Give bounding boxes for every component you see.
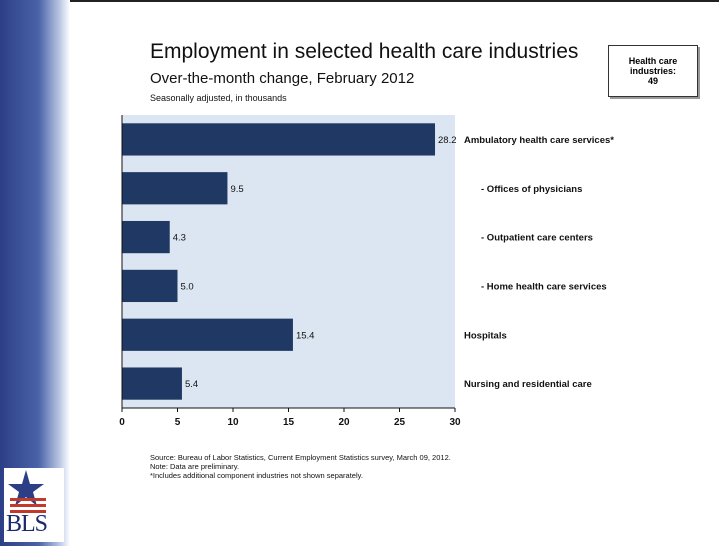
source-note: Source: Bureau of Labor Statistics, Curr…	[150, 453, 451, 462]
bar-5	[122, 367, 182, 400]
preliminary-note: Note: Data are preliminary.	[150, 462, 240, 471]
value-label-2: 4.3	[173, 233, 186, 244]
logo-text: BLS	[6, 511, 48, 537]
category-label-5: Nursing and residential care	[464, 379, 592, 390]
category-label-2: - Outpatient care centers	[481, 233, 593, 244]
bar-0	[122, 123, 436, 156]
x-tick-label-2: 10	[227, 417, 239, 428]
value-label-3: 5.0	[181, 281, 194, 292]
chart-subtitle: Over-the-month change, February 2012	[150, 70, 415, 87]
value-label-5: 5.4	[185, 379, 198, 390]
x-tick-label-5: 25	[394, 417, 406, 428]
badge-line-2: industries:	[629, 66, 676, 76]
x-tick-label-1: 5	[175, 417, 181, 428]
star-icon	[8, 470, 46, 513]
value-label-1: 9.5	[230, 184, 243, 195]
bar-1	[122, 172, 228, 205]
badge-line-1: Health care	[628, 56, 678, 66]
category-label-3: - Home health care services	[481, 281, 607, 292]
x-tick-label-3: 15	[283, 417, 295, 428]
category-label-1: - Offices of physicians	[481, 184, 582, 195]
chart-note: Seasonally adjusted, in thousands	[150, 93, 287, 103]
bls-logo: BLS	[4, 468, 64, 542]
footnote: *Includes additional component industrie…	[150, 471, 363, 480]
x-tick-label-6: 30	[449, 417, 461, 428]
category-label-4: Hospitals	[464, 330, 507, 341]
chart-title: Employment in selected health care indus…	[150, 40, 579, 63]
value-label-4: 15.4	[296, 330, 315, 341]
sidebar-band	[0, 0, 70, 546]
x-tick-label-0: 0	[119, 417, 125, 428]
category-label-0: Ambulatory health care services*	[464, 135, 614, 146]
bar-2	[122, 220, 170, 254]
plot-area	[122, 115, 455, 408]
footer-notes: Source: Bureau of Labor Statistics, Curr…	[150, 453, 451, 480]
value-label-0: 28.2	[438, 135, 457, 146]
industry-count-badge: Health care industries: 49	[608, 45, 698, 97]
bar-4	[122, 318, 293, 351]
bar-3	[122, 269, 178, 303]
x-tick-label-4: 20	[338, 417, 350, 428]
badge-line-3: 49	[647, 76, 658, 86]
